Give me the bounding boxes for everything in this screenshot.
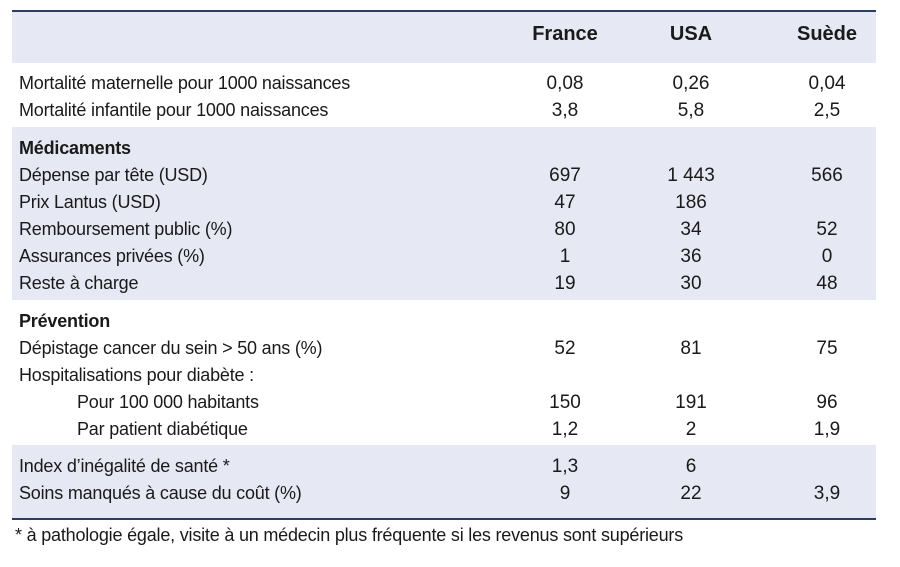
row-label: Dépense par tête (USD) [19, 165, 208, 185]
table-row: Dépense par tête (USD) 697 1 443 566 [12, 162, 876, 189]
cell-usa: 6 [685, 456, 697, 477]
section-title-row: Prévention [12, 308, 876, 335]
table-row: Reste à charge 19 30 48 [12, 270, 876, 297]
header-row: France USA Suède [12, 21, 876, 51]
cell-france: 9 [559, 483, 571, 504]
header-band: France USA Suède [12, 12, 876, 63]
cell-suede [772, 189, 882, 216]
cell-france: 1 [559, 246, 571, 267]
section-title-row: Médicaments [12, 135, 876, 162]
table-row: Pour 100 000 habitants 150 191 96 [12, 389, 876, 416]
row-label: Par patient diabétique [77, 419, 248, 439]
top-rule [12, 10, 876, 12]
column-header-usa: USA [669, 23, 713, 45]
cell-usa: 22 [680, 483, 702, 504]
section-title: Prévention [19, 311, 111, 331]
cell-usa: 36 [680, 246, 702, 267]
cell-france: 3,8 [551, 100, 579, 121]
cell-usa: 30 [680, 273, 702, 294]
cell-suede: 52 [816, 219, 838, 240]
cell-suede: 75 [816, 338, 838, 359]
row-label: Assurances privées (%) [19, 246, 205, 266]
cell-suede: 3,9 [813, 483, 841, 504]
cell-usa: 5,8 [677, 100, 705, 121]
table-row: Soins manqués à cause du coût (%) 9 22 3… [12, 480, 876, 507]
cell-usa: 0,26 [672, 73, 710, 94]
section-mortality: Mortalité maternelle pour 1000 naissance… [12, 63, 876, 127]
cell-france: 697 [549, 165, 581, 186]
cell-usa: 81 [680, 338, 702, 359]
row-label: Pour 100 000 habitants [77, 392, 259, 412]
section-prevention: Prévention Dépistage cancer du sein > 50… [12, 300, 876, 445]
table-row: Hospitalisations pour diabète : [12, 362, 876, 389]
section-inequality: Index d’inégalité de santé * 1,3 6 Soins… [12, 445, 876, 518]
cell-suede: 1,9 [813, 419, 841, 440]
cell-france: 19 [554, 273, 576, 294]
cell-usa: 191 [675, 392, 707, 413]
cell-france: 52 [554, 338, 576, 359]
column-header-france: France [532, 23, 598, 45]
row-label: Reste à charge [19, 273, 139, 293]
row-label: Mortalité maternelle pour 1000 naissance… [19, 73, 350, 93]
cell-france: 80 [554, 219, 576, 240]
cell-france: 1,2 [551, 419, 579, 440]
cell-suede: 48 [816, 273, 838, 294]
row-label: Mortalité infantile pour 1000 naissances [19, 100, 329, 120]
cell-france: 47 [554, 192, 576, 213]
column-header-suede: Suède [796, 23, 858, 45]
table-row: Mortalité infantile pour 1000 naissances… [12, 97, 876, 124]
table-row: Index d’inégalité de santé * 1,3 6 [12, 453, 876, 480]
table-row: Assurances privées (%) 1 36 0 [12, 243, 876, 270]
cell-france: 1,3 [551, 456, 579, 477]
cell-france: 0,08 [546, 73, 584, 94]
cell-usa: 186 [675, 192, 707, 213]
table-row: Par patient diabétique 1,2 2 1,9 [12, 416, 876, 443]
row-label: Remboursement public (%) [19, 219, 233, 239]
row-label: Prix Lantus (USD) [19, 192, 161, 212]
row-label: Index d’inégalité de santé * [19, 456, 230, 476]
cell-suede: 2,5 [813, 100, 841, 121]
cell-suede [772, 453, 882, 480]
cell-suede: 566 [811, 165, 843, 186]
cell-suede: 96 [816, 392, 838, 413]
cell-suede: 0 [821, 246, 833, 267]
cell-usa: 34 [680, 219, 702, 240]
cell-usa: 1 443 [667, 165, 715, 186]
section-title: Médicaments [19, 138, 131, 158]
footnote: * à pathologie égale, visite à un médeci… [15, 525, 684, 545]
bottom-rule [12, 518, 876, 520]
cell-france: 150 [549, 392, 581, 413]
table-row: Prix Lantus (USD) 47 186 [12, 189, 876, 216]
cell-suede: 0,04 [808, 73, 846, 94]
cell-usa: 2 [685, 419, 697, 440]
row-label: Dépistage cancer du sein > 50 ans (%) [19, 338, 323, 358]
table-row: Remboursement public (%) 80 34 52 [12, 216, 876, 243]
table-row: Mortalité maternelle pour 1000 naissance… [12, 70, 876, 97]
section-medicaments: Médicaments Dépense par tête (USD) 697 1… [12, 127, 876, 300]
row-label: Soins manqués à cause du coût (%) [19, 483, 302, 503]
row-label: Hospitalisations pour diabète : [19, 365, 254, 385]
table-row: Dépistage cancer du sein > 50 ans (%) 52… [12, 335, 876, 362]
